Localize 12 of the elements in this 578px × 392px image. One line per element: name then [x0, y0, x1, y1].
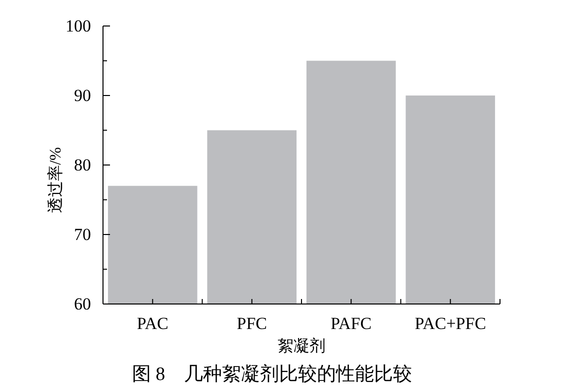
x-tick-label: PAC — [136, 314, 168, 333]
y-tick-label: 60 — [74, 294, 91, 314]
x-tick-label: PFC — [236, 314, 267, 333]
x-tick-label: PAC+PFC — [414, 314, 486, 333]
y-axis-title: 透过率/% — [46, 147, 64, 213]
x-tick-label: PAFC — [330, 314, 372, 333]
y-tick-label: 80 — [74, 156, 91, 174]
x-axis-title: 絮凝剂 — [278, 337, 326, 355]
y-tick-label: 70 — [74, 225, 91, 244]
text: 图 8 几种絮凝剂比较的性能比较 — [132, 363, 412, 385]
y-tick-label: 100 — [66, 16, 91, 36]
y-tick-label: 90 — [74, 86, 91, 105]
